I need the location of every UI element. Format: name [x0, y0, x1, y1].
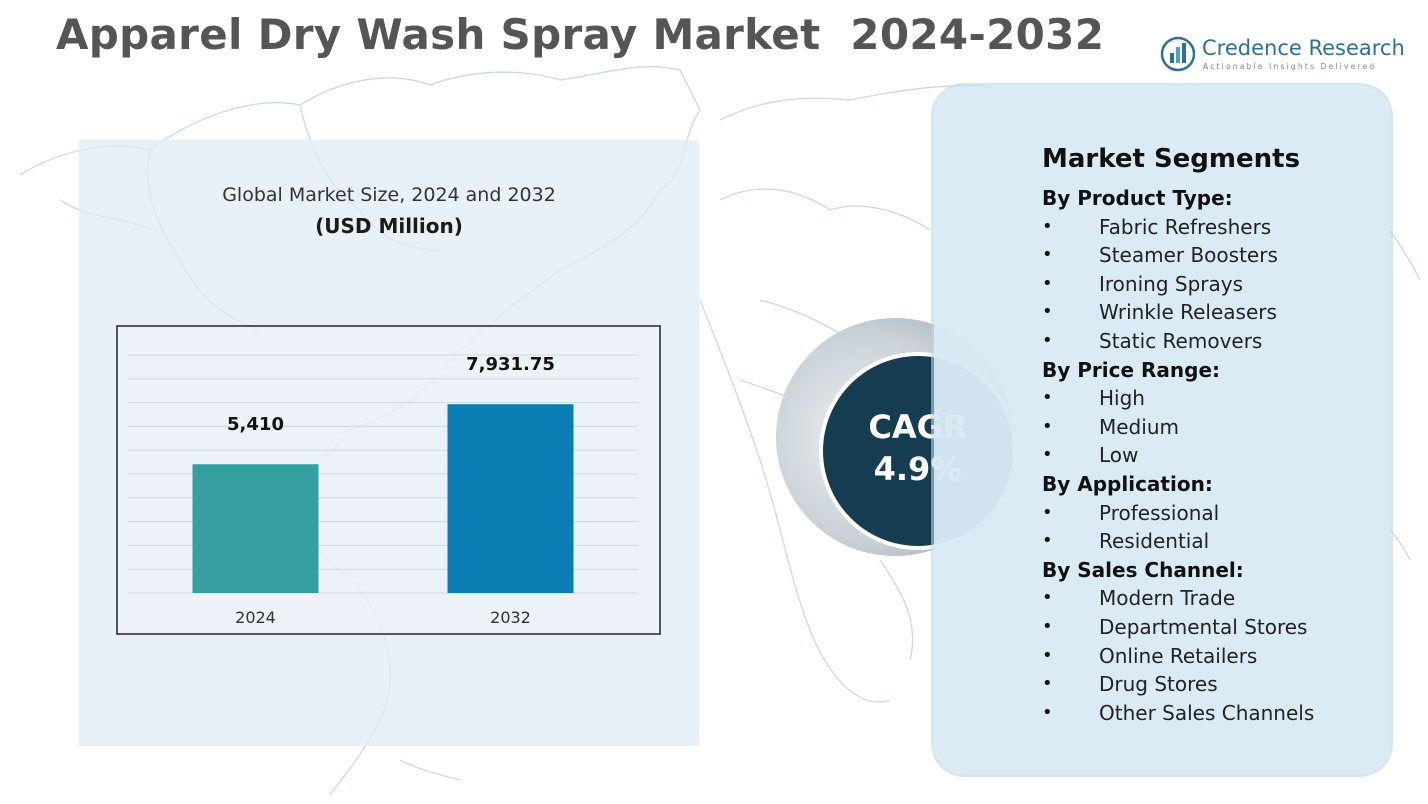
segment-item-label: Ironing Sprays: [1099, 271, 1244, 296]
data-label-2024: 5,410: [227, 414, 284, 435]
segment-list-item: • Steamer Boosters: [1042, 241, 1278, 270]
bullet-icon: •: [1042, 501, 1053, 523]
bullet-icon: •: [1042, 244, 1053, 266]
segment-item-label: Low: [1099, 443, 1139, 468]
segment-list-item: • Professional: [1042, 499, 1244, 528]
page-title: Apparel Dry Wash Spray Market 2024-2032: [56, 10, 1105, 59]
bullet-icon: •: [1042, 587, 1053, 609]
segment-list-item: • Modern Trade: [1042, 584, 1244, 613]
segment-group-title: By Application:: [1042, 471, 1213, 496]
bar-2032: [447, 404, 574, 593]
bullet-icon: •: [1042, 530, 1053, 552]
segment-group-title: By Price Range:: [1042, 357, 1221, 382]
segment-item-label: Wrinkle Releasers: [1099, 300, 1277, 325]
bullet-icon: •: [1042, 272, 1053, 294]
bullet-icon: •: [1042, 415, 1053, 437]
segments-heading: Market Segments: [1042, 144, 1301, 174]
bullet-icon: •: [1042, 444, 1053, 466]
segment-item-label: Professional: [1099, 500, 1220, 525]
bar-chart-logo-icon: [1160, 36, 1196, 72]
bullet-icon: •: [1042, 673, 1053, 695]
segment-item-label: Fabric Refreshers: [1099, 214, 1272, 239]
segment-list-item: • Medium: [1042, 413, 1244, 442]
bullet-icon: •: [1042, 387, 1053, 409]
x-tick-label-2024: 2024: [235, 608, 276, 627]
segments-list: By Product Type: • Fabric Refreshers • Steam…: [1042, 184, 1314, 728]
segment-list-item: • Ironing Sprays: [1042, 270, 1244, 299]
segment-list-item: • Drug Stores: [1042, 670, 1244, 699]
bullet-icon: •: [1042, 644, 1053, 666]
segment-item-label: Steamer Boosters: [1099, 243, 1278, 268]
bullet-icon: •: [1042, 301, 1053, 323]
bullet-icon: •: [1042, 329, 1053, 351]
segment-item-label: Online Retailers: [1099, 643, 1258, 668]
segment-item-label: Medium: [1099, 414, 1179, 439]
segment-list-item: • Other Sales Channels: [1042, 699, 1314, 728]
segment-item-label: Departmental Stores: [1099, 614, 1308, 639]
chart-panel: Global Market Size, 2024 and 2032 (USD M…: [79, 140, 699, 746]
segment-item-label: Other Sales Channels: [1099, 700, 1315, 725]
data-label-2032: 7,931.75: [466, 354, 555, 375]
logo-tagline: Actionable Insights Delivered: [1203, 62, 1377, 71]
segment-list-item: • Fabric Refreshers: [1042, 213, 1271, 242]
segment-item-label: Modern Trade: [1099, 586, 1236, 611]
bar-2024: [192, 464, 319, 593]
chart-unit-label: (USD Million): [315, 214, 463, 238]
logo-name: Credence Research: [1202, 36, 1405, 60]
market-segments-panel: Market Segments By Product Type: • Fabric …: [934, 86, 1390, 774]
segment-group-title: By Sales Channel:: [1042, 557, 1244, 582]
segment-list-item: • Online Retailers: [1042, 642, 1257, 671]
segment-list-item: • Static Removers: [1042, 327, 1262, 356]
brand-logo: Credence Research Actionable Insights De…: [1160, 34, 1405, 78]
segment-list-item: • Low: [1042, 441, 1244, 470]
segment-item-label: Static Removers: [1099, 328, 1263, 353]
segment-item-label: High: [1099, 386, 1145, 411]
bar-chart: 5,410 7,931.75 2024 2032: [116, 325, 661, 635]
segment-group-title: By Product Type:: [1042, 186, 1233, 210]
bullet-icon: •: [1042, 615, 1053, 637]
segment-list-item: • Residential: [1042, 527, 1244, 556]
segment-list-item: • Departmental Stores: [1042, 613, 1307, 642]
x-tick-label-2032: 2032: [490, 608, 531, 627]
segment-list-item: • High: [1042, 384, 1244, 413]
segment-list-item: • Wrinkle Releasers: [1042, 298, 1277, 327]
bullet-icon: •: [1042, 701, 1053, 723]
segment-item-label: Drug Stores: [1099, 672, 1218, 697]
bullet-icon: •: [1042, 215, 1053, 237]
segment-item-label: Residential: [1099, 529, 1210, 554]
chart-title: Global Market Size, 2024 and 2032: [222, 184, 556, 206]
